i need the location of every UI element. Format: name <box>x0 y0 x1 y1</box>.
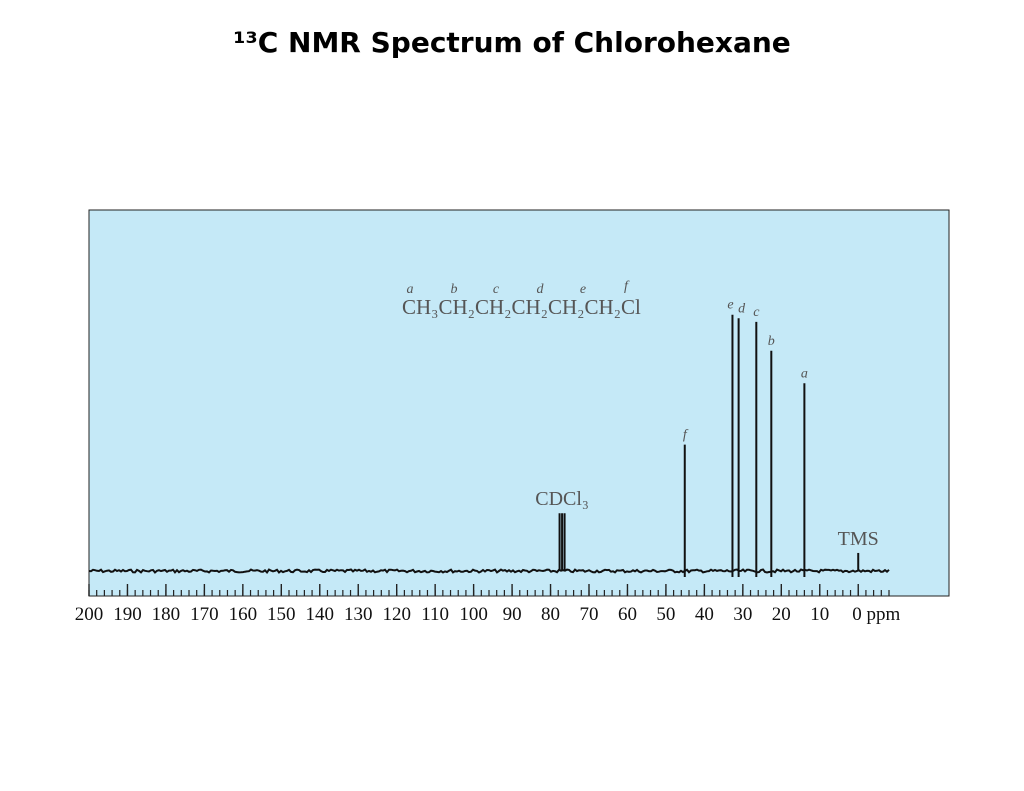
x-tick-label: 180 <box>152 604 181 625</box>
peak-label: c <box>753 305 760 320</box>
x-tick-label: 170 <box>190 604 219 625</box>
peak-label: CDCl₃ <box>535 488 589 510</box>
x-tick-label: 20 <box>772 604 791 625</box>
x-tick-label: 140 <box>306 604 335 625</box>
x-tick-label: 90 <box>503 604 522 625</box>
peak-label: TMS <box>838 528 879 550</box>
x-tick-label: 190 <box>113 604 142 625</box>
peak-label: f <box>683 428 689 443</box>
structure-label: a <box>407 282 414 297</box>
peak-label: b <box>768 334 775 349</box>
chart-title: ¹³C NMR Spectrum of Chlorohexane <box>233 26 791 59</box>
x-tick-label: 70 <box>580 604 599 625</box>
x-tick-label: 80 <box>541 604 560 625</box>
plot-area <box>88 209 950 597</box>
x-tick-label: 60 <box>618 604 637 625</box>
x-tick-label: 130 <box>344 604 373 625</box>
x-tick-label: 200 <box>75 604 104 625</box>
x-tick-label: 50 <box>656 604 675 625</box>
x-tick-label: 160 <box>229 604 258 625</box>
x-tick-label: 110 <box>421 604 449 625</box>
structure-label: e <box>580 282 586 297</box>
x-tick-label: 100 <box>459 604 488 625</box>
structure-label: d <box>537 282 545 297</box>
x-tick-label: 10 <box>810 604 829 625</box>
x-tick-label: 120 <box>382 604 411 625</box>
x-tick-label: 0 ppm <box>852 604 900 625</box>
structure-label: f <box>624 279 630 294</box>
peak-label: a <box>801 366 808 381</box>
x-tick-label: 30 <box>733 604 752 625</box>
structure-formula: CH₃CH₂CH₂CH₂CH₂CH₂Cl <box>402 295 641 319</box>
x-tick-label: 150 <box>267 604 296 625</box>
structure-label: b <box>451 282 458 297</box>
peak-label: e <box>727 298 733 313</box>
peak <box>558 513 566 571</box>
structure-label: c <box>493 282 500 297</box>
peak-label: d <box>738 301 746 316</box>
x-tick-label: 40 <box>695 604 714 625</box>
